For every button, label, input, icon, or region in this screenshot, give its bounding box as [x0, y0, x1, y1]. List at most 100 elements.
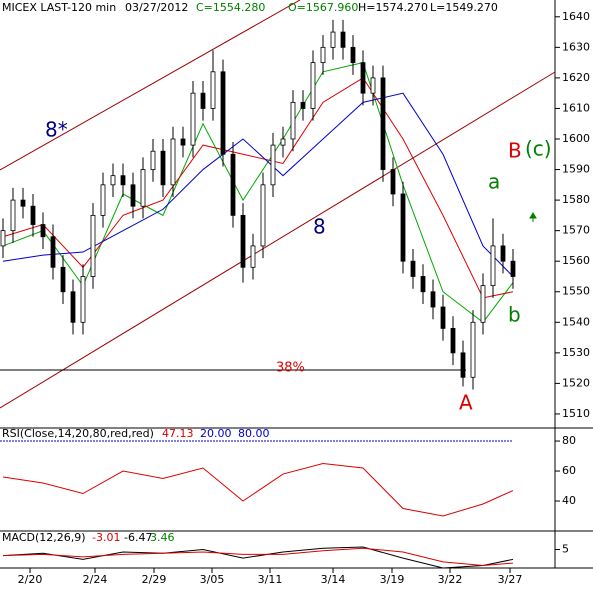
x-tick-label: 3/14 — [321, 573, 346, 586]
candle-body — [200, 92, 206, 109]
candle-body — [80, 276, 86, 323]
candle-body — [500, 245, 506, 262]
candle-body — [120, 175, 126, 186]
macd-label: MACD(12,26,9) — [2, 531, 86, 544]
header-close: C=1554.280 — [196, 1, 265, 14]
candle-body — [310, 62, 316, 109]
header-open: O=1567.960 — [288, 1, 358, 14]
y-tick-label: 40 — [562, 494, 576, 507]
candle-body — [180, 138, 186, 146]
x-tick-label: 3/27 — [498, 573, 523, 586]
y-tick-label: 1520 — [562, 376, 590, 389]
y-tick-label: 1580 — [562, 193, 590, 206]
y-tick-label: 1630 — [562, 40, 590, 53]
moving-average — [2, 77, 514, 299]
y-tick-label: 1530 — [562, 346, 590, 359]
candle-body — [150, 150, 156, 170]
x-tick-label: 3/11 — [258, 573, 283, 586]
y-tick-label: 1640 — [562, 10, 590, 23]
moving-average — [2, 62, 514, 324]
candle-body — [290, 101, 296, 140]
moving-average — [2, 92, 514, 277]
candle-body — [60, 266, 66, 293]
macd-line — [2, 546, 514, 569]
candle-body — [330, 31, 336, 48]
y-tick-label: 1610 — [562, 101, 590, 114]
macd-value: -3.01 — [92, 531, 120, 544]
y-tick-label: 60 — [562, 464, 576, 477]
candle-body — [480, 285, 486, 323]
hist-value: 3.46 — [150, 531, 175, 544]
candle-body — [320, 46, 326, 64]
candle-body — [430, 291, 436, 308]
rsi-value: 47.13 — [162, 427, 194, 440]
candle-body — [250, 245, 256, 268]
arrow — [529, 212, 537, 222]
candle-body — [10, 199, 16, 232]
annotation: a — [488, 170, 500, 194]
candle-body — [510, 260, 516, 277]
candle-body — [230, 153, 236, 216]
channel-line — [0, 0, 301, 171]
x-tick-label: 2/24 — [83, 573, 108, 586]
channel-line — [0, 71, 556, 409]
rsi-high: 80.00 — [238, 427, 270, 440]
candle-body — [390, 169, 396, 195]
candle-body — [170, 138, 176, 186]
candle-body — [380, 77, 386, 170]
annotation: 8 — [313, 215, 326, 239]
candle-body — [350, 46, 356, 64]
rsi-line — [2, 463, 514, 517]
candle-body — [110, 175, 116, 186]
candle-body — [470, 321, 476, 378]
candle-body — [50, 236, 56, 268]
candle-body — [30, 205, 36, 225]
candle-body — [420, 276, 426, 293]
candle-body — [130, 184, 136, 207]
signal-value: -6.47 — [124, 531, 152, 544]
candle-body — [450, 328, 456, 354]
candle-body — [280, 138, 286, 146]
header-title: MICEX LAST-120 min — [2, 1, 116, 14]
annotation: B — [508, 139, 522, 163]
candle-body — [300, 101, 306, 109]
signal-line — [2, 547, 514, 567]
y-tick-label: 1620 — [562, 71, 590, 84]
candle-body — [490, 245, 496, 287]
candle-body — [140, 169, 146, 207]
x-tick-label: 3/19 — [380, 573, 405, 586]
candle-body — [270, 144, 276, 186]
x-tick-label: 2/29 — [142, 573, 167, 586]
y-tick-label: 1560 — [562, 254, 590, 267]
y-tick-label: 1540 — [562, 315, 590, 328]
candle-body — [210, 71, 216, 109]
y-tick-label: 80 — [562, 434, 576, 447]
rsi-label: RSI(Close,14,20,80,red,red) — [2, 427, 154, 440]
candle-body — [70, 291, 76, 323]
y-tick-label: 1550 — [562, 285, 590, 298]
x-tick-label: 2/20 — [18, 573, 43, 586]
y-tick-label: 1590 — [562, 163, 590, 176]
annotation: 38% — [276, 361, 305, 376]
header-high: H=1574.270 — [358, 1, 428, 14]
header-low: L=1549.270 — [430, 1, 498, 14]
annotation: b — [508, 303, 521, 327]
y-tick-label: 1570 — [562, 224, 590, 237]
candle-body — [90, 214, 96, 277]
candle-body — [360, 62, 366, 94]
annotation: 8* — [45, 118, 68, 142]
annotation: (c) — [525, 137, 552, 161]
candle-body — [260, 184, 266, 247]
y-tick-label: 1600 — [562, 132, 590, 145]
candle-body — [220, 71, 226, 155]
candle-body — [400, 193, 406, 262]
candle-body — [440, 306, 446, 329]
candle-body — [370, 77, 376, 94]
y-tick-label: 1510 — [562, 407, 590, 420]
annotation: A — [459, 391, 473, 415]
candle-body — [40, 224, 46, 238]
candle-body — [100, 184, 106, 216]
candle-body — [0, 230, 6, 247]
candle-body — [160, 150, 166, 186]
